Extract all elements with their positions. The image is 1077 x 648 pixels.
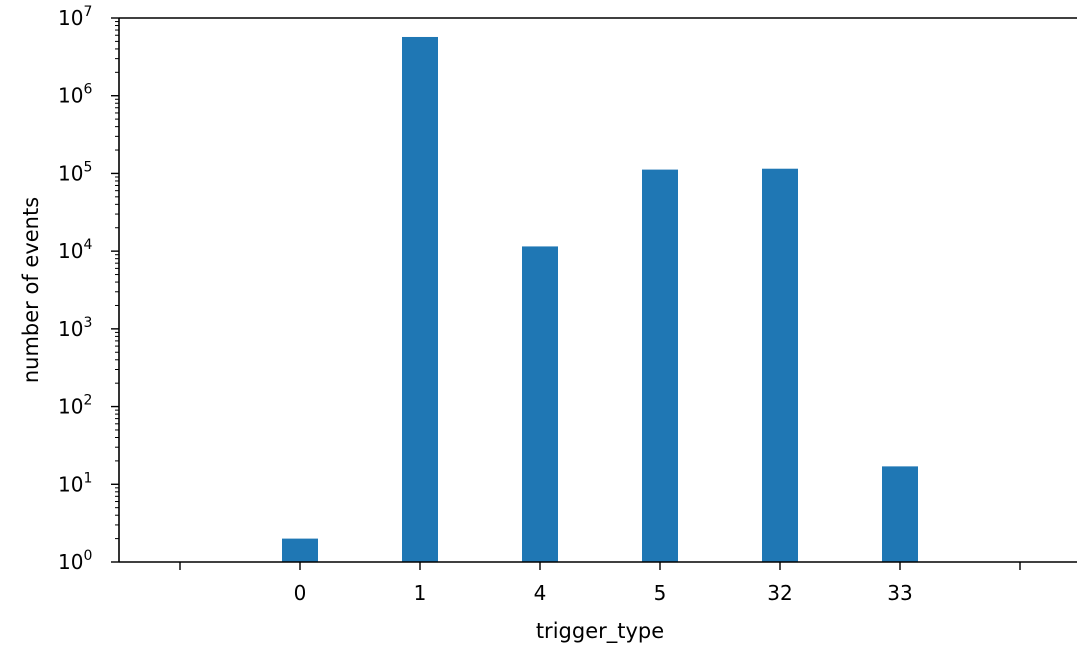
bar-32 — [762, 168, 798, 562]
bar-33 — [882, 466, 918, 562]
y-tick-label-1: 101 — [58, 470, 92, 496]
x-tick-label-5: 5 — [654, 581, 667, 605]
bar-5 — [642, 169, 678, 562]
x-tick-label-33: 33 — [887, 581, 912, 605]
y-axis-title: number of events — [19, 197, 43, 383]
y-tick-label-7: 107 — [58, 4, 92, 30]
bar-0 — [282, 538, 318, 562]
x-tick-label-0: 0 — [294, 581, 307, 605]
bar-4 — [522, 246, 558, 562]
y-tick-label-3: 103 — [58, 315, 92, 341]
x-ticks: 0 1 4 5 32 33 — [179, 562, 1021, 605]
y-tick-label-0: 100 — [58, 548, 92, 574]
y-tick-label-2: 102 — [58, 393, 92, 419]
bar-1 — [402, 36, 438, 563]
bars-group — [282, 36, 918, 563]
y-tick-label-4: 104 — [58, 237, 92, 263]
y-tick-label-5: 105 — [58, 159, 92, 185]
x-tick-label-4: 4 — [534, 581, 547, 605]
y-major-ticks: 100 101 102 103 104 105 106 107 — [58, 4, 119, 574]
x-tick-label-32: 32 — [767, 581, 792, 605]
x-tick-label-1: 1 — [414, 581, 427, 605]
x-axis-title: trigger_type — [536, 619, 664, 644]
y-tick-label-6: 106 — [58, 82, 92, 108]
